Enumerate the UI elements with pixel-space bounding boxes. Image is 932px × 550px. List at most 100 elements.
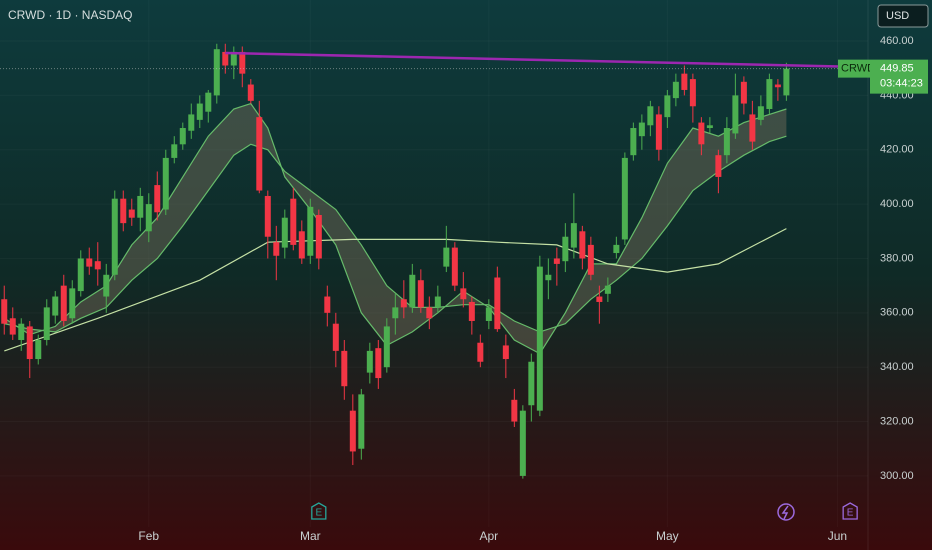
y-tick-label: 360.00 xyxy=(880,307,914,319)
candle-body xyxy=(766,79,773,109)
candle-body xyxy=(1,299,8,324)
event-label: E xyxy=(315,508,322,519)
lightning-bolt[interactable] xyxy=(781,505,789,520)
candle-body xyxy=(774,84,781,88)
event-marker[interactable] xyxy=(311,502,327,520)
candle-body xyxy=(196,103,203,120)
candle-body xyxy=(26,326,33,360)
candle-body xyxy=(664,95,671,118)
candle-body xyxy=(137,195,144,218)
candle-body xyxy=(783,68,790,96)
ticker-tag-label: CRWD xyxy=(841,63,875,75)
event-marker[interactable] xyxy=(842,502,858,520)
candle-body xyxy=(69,288,76,319)
candle-body xyxy=(706,125,713,129)
candle-body xyxy=(383,326,390,368)
price-tag xyxy=(870,59,928,94)
candle-body xyxy=(273,242,280,256)
candle-body xyxy=(468,301,475,321)
candle-body xyxy=(409,274,416,308)
candle-body xyxy=(621,157,628,240)
candle-body xyxy=(485,307,492,321)
candle-body xyxy=(188,114,195,131)
y-tick-label: 300.00 xyxy=(880,470,914,482)
candle-body xyxy=(579,231,586,259)
candle-body xyxy=(638,122,645,137)
candle-body xyxy=(315,214,322,259)
candle-body xyxy=(179,128,186,145)
candle-body xyxy=(536,266,543,411)
candle-body xyxy=(715,155,722,177)
candle-body xyxy=(511,399,518,422)
lightning-circle[interactable] xyxy=(777,503,795,521)
candle-body xyxy=(494,277,501,330)
candle-body xyxy=(417,280,424,308)
candle-body xyxy=(732,95,739,134)
candle-body xyxy=(553,258,560,264)
candle-body xyxy=(35,340,42,360)
candle-body xyxy=(757,106,764,120)
candle-body xyxy=(52,296,59,316)
candle-body xyxy=(400,299,407,308)
candle-body xyxy=(324,296,331,313)
candle-body xyxy=(86,258,93,267)
candle-body xyxy=(502,345,509,360)
y-tick-label: 340.00 xyxy=(880,361,914,373)
candle-body xyxy=(375,348,382,379)
y-tick-label: 400.00 xyxy=(880,198,914,210)
lightning-icon[interactable] xyxy=(777,503,795,521)
event-label: E xyxy=(847,508,854,519)
currency-button[interactable]: USD xyxy=(877,4,929,28)
currency-label[interactable]: USD xyxy=(886,10,909,22)
candle-body xyxy=(698,122,705,145)
candle-body xyxy=(723,128,730,156)
ticker-tag xyxy=(838,59,870,78)
candle-body xyxy=(222,51,229,66)
candle-body xyxy=(460,288,467,300)
y-tick-label: 460.00 xyxy=(880,35,914,47)
candle-body xyxy=(681,73,688,90)
candle-body xyxy=(171,144,178,158)
chart-title: CRWD · 1D · NASDAQ xyxy=(8,8,132,22)
candle-body xyxy=(587,244,594,275)
moving-average-line xyxy=(4,228,787,352)
candle-body xyxy=(145,204,152,232)
candle-body xyxy=(426,307,433,319)
x-tick-label: Feb xyxy=(138,529,159,543)
candle-body xyxy=(596,296,603,302)
candle-body xyxy=(103,274,110,297)
candle-body xyxy=(239,51,246,74)
candle-body xyxy=(94,261,101,270)
trendline xyxy=(225,51,869,69)
candle-body xyxy=(213,49,220,96)
countdown-label: 03:44:23 xyxy=(880,78,923,90)
candle-body xyxy=(613,244,620,254)
candle-body xyxy=(298,231,305,259)
candle-body xyxy=(366,350,373,373)
moving-average-line xyxy=(4,135,787,333)
candle-body xyxy=(205,92,212,112)
candle-body xyxy=(519,410,526,476)
candle-body xyxy=(60,285,67,321)
currency-button-box[interactable] xyxy=(877,4,929,28)
candle-body xyxy=(111,198,118,275)
candle-body xyxy=(264,195,271,237)
ma-band xyxy=(4,103,787,354)
y-tick-label: 320.00 xyxy=(880,415,914,427)
candle-body xyxy=(341,350,348,387)
x-tick-label: Apr xyxy=(479,529,498,543)
candle-body xyxy=(434,296,441,308)
candle-body xyxy=(655,114,662,150)
candle-body xyxy=(281,217,288,248)
candle-body xyxy=(358,394,365,449)
candle-body xyxy=(392,307,399,319)
candle-body xyxy=(647,106,654,126)
x-tick-label: Jun xyxy=(828,529,847,543)
price-tag-label: 449.85 xyxy=(880,63,914,75)
candle-body xyxy=(247,84,254,101)
candle-body xyxy=(749,114,756,142)
candle-body xyxy=(604,285,611,294)
candle-body xyxy=(672,81,679,99)
candle-body xyxy=(43,307,50,341)
candle-body xyxy=(545,274,552,281)
